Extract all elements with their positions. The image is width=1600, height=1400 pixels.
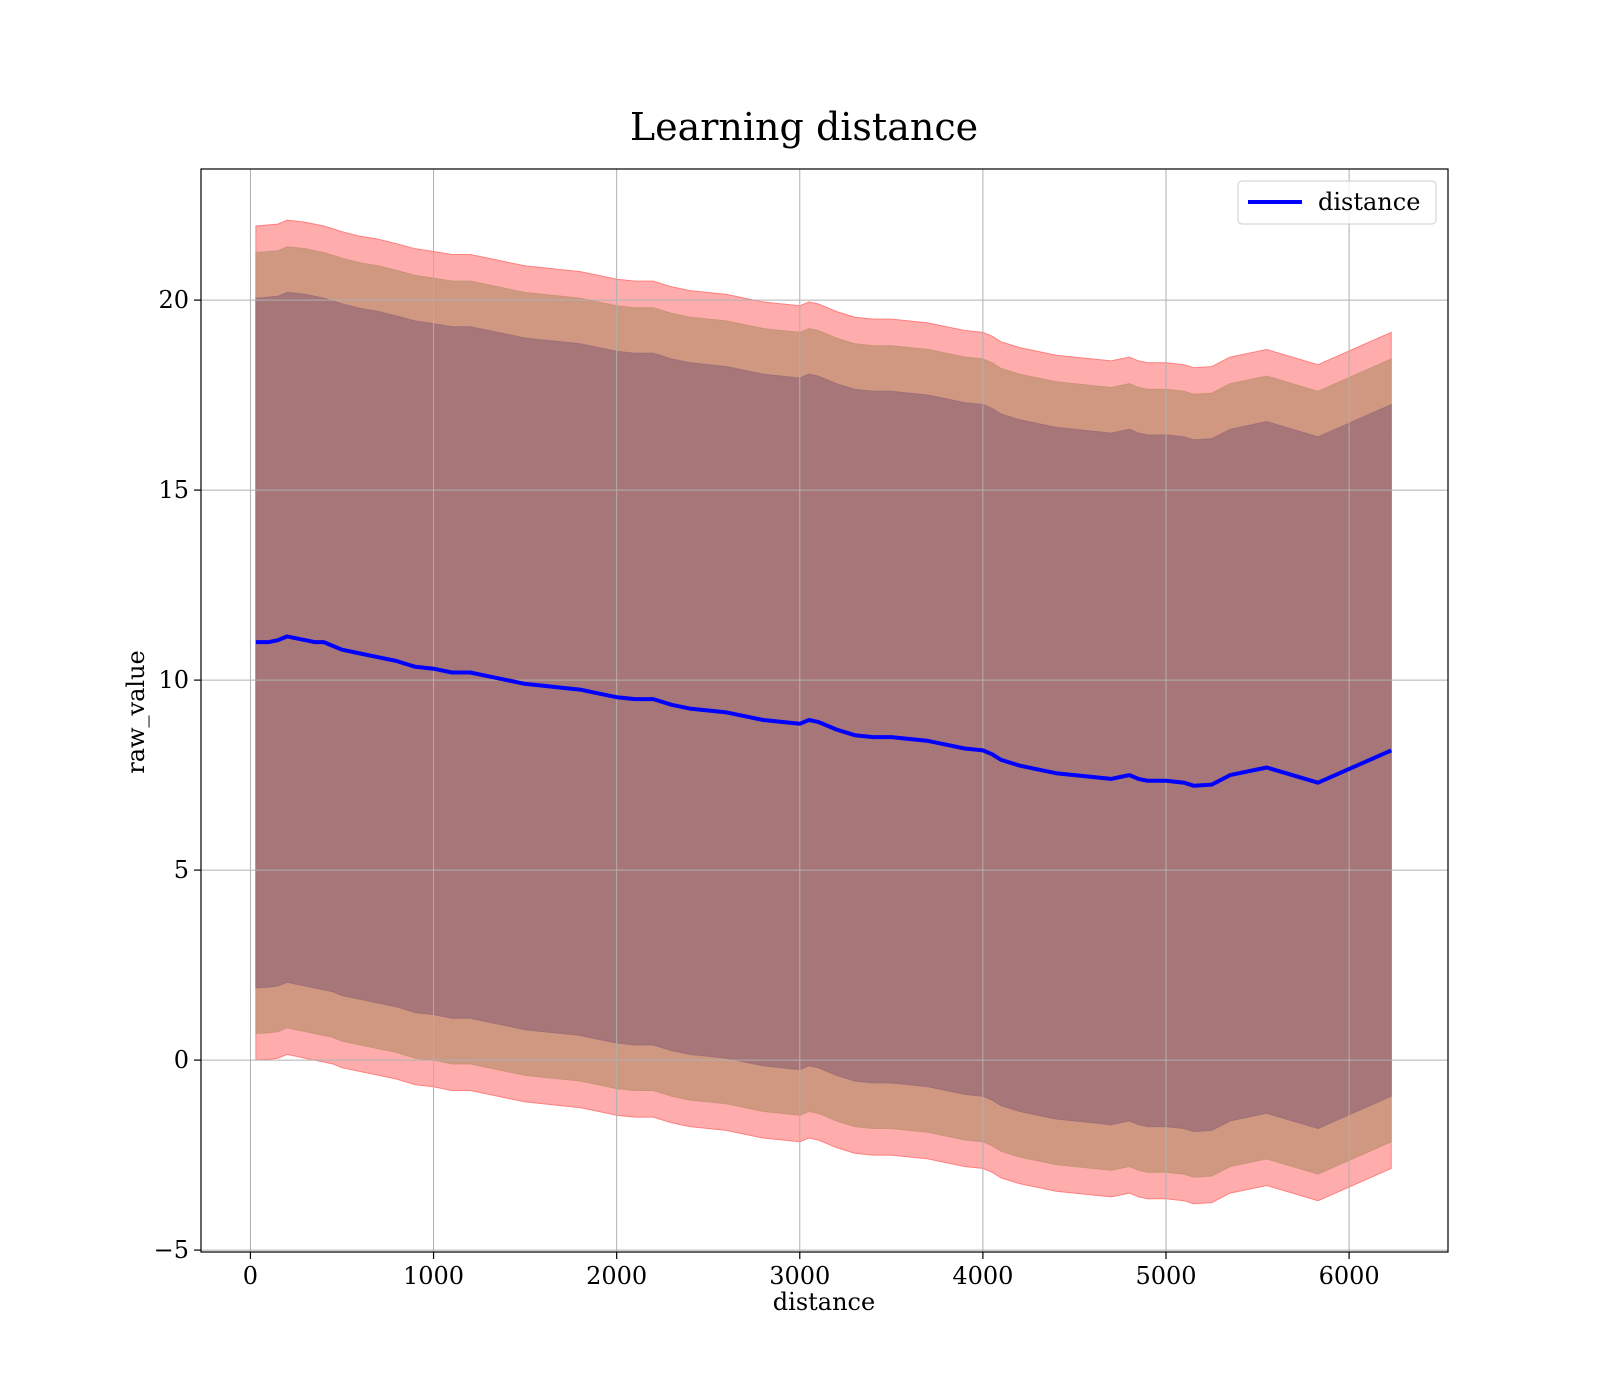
x-tick-label: 2000 xyxy=(586,1262,647,1290)
y-tick-label: −5 xyxy=(154,1236,189,1264)
band-inner xyxy=(255,291,1392,1133)
y-tick-label: 0 xyxy=(174,1046,189,1074)
y-axis-ticks: −5 0 5 10 15 20 xyxy=(154,286,201,1264)
x-tick-label: 1000 xyxy=(403,1262,464,1290)
y-axis-label: raw_value xyxy=(122,650,150,774)
legend-entry-distance: distance xyxy=(1318,188,1420,216)
y-tick-label: 20 xyxy=(158,286,189,314)
y-tick-label: 10 xyxy=(158,666,189,694)
x-axis-label: distance xyxy=(773,1288,875,1316)
y-tick-label: 15 xyxy=(158,476,189,504)
plot-frame xyxy=(200,168,1449,1253)
series-line-distance xyxy=(255,634,1393,788)
x-tick-label: 6000 xyxy=(1319,1262,1380,1290)
grid-layer xyxy=(201,169,1448,1252)
band-layer xyxy=(255,219,1392,1205)
legend-frame xyxy=(1237,180,1437,225)
legend: distance xyxy=(1237,180,1437,225)
x-tick-label: 3000 xyxy=(769,1262,830,1290)
line-layer xyxy=(255,634,1393,788)
x-axis-ticks: 0 1000 2000 3000 4000 5000 6000 xyxy=(243,1252,1380,1290)
x-tick-label: 4000 xyxy=(952,1262,1013,1290)
y-tick-label: 5 xyxy=(174,856,189,884)
x-tick-label: 5000 xyxy=(1135,1262,1196,1290)
chart-title: Learning distance xyxy=(630,105,978,149)
x-tick-label: 0 xyxy=(243,1262,258,1290)
